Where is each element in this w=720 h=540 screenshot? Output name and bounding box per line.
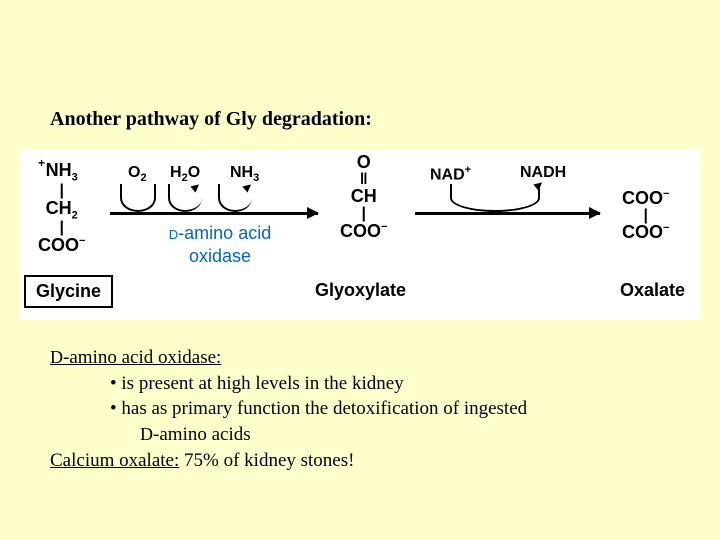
glycine-label: Glycine [24, 275, 113, 308]
reagent-nadh: NADH [520, 164, 566, 182]
reagent-o2: O2 [128, 164, 147, 184]
reagent-nad: NAD+ [430, 164, 471, 184]
arrow-step1 [110, 212, 318, 215]
reaction-diagram: + NH3 | CH2 | COO− Glycine O2 H2O NH3 d-… [20, 150, 700, 320]
footer-line3: • has as primary function the detoxifica… [110, 396, 527, 422]
glyoxylate-label: Glyoxylate [315, 280, 406, 301]
footer-line5: Calcium oxalate: 75% of kidney stones! [50, 448, 527, 474]
curve-nad [450, 184, 540, 212]
arrow-step2 [415, 212, 600, 215]
reagent-h2o: H2O [170, 164, 200, 184]
footer-line4: D-amino acids [140, 422, 527, 448]
reagent-nh3: NH3 [230, 164, 259, 184]
curve-o2 [120, 184, 156, 212]
footer-text: D-amino acid oxidase: • is present at hi… [50, 345, 527, 473]
glycine-structure: + NH3 | CH2 | COO− [38, 160, 85, 257]
oxalate-label: Oxalate [620, 280, 685, 301]
footer-line1: D-amino acid oxidase: [50, 345, 527, 371]
footer-line2: • is present at high levels in the kidne… [110, 371, 527, 397]
glyoxylate-structure: O ‖ CH | COO− [340, 152, 387, 242]
enzyme-label: d-amino acidoxidase [140, 222, 300, 267]
curve-h2o [168, 184, 202, 212]
oxalate-structure: COO− | COO− [622, 188, 669, 244]
page-title: Another pathway of Gly degradation: [50, 108, 372, 131]
